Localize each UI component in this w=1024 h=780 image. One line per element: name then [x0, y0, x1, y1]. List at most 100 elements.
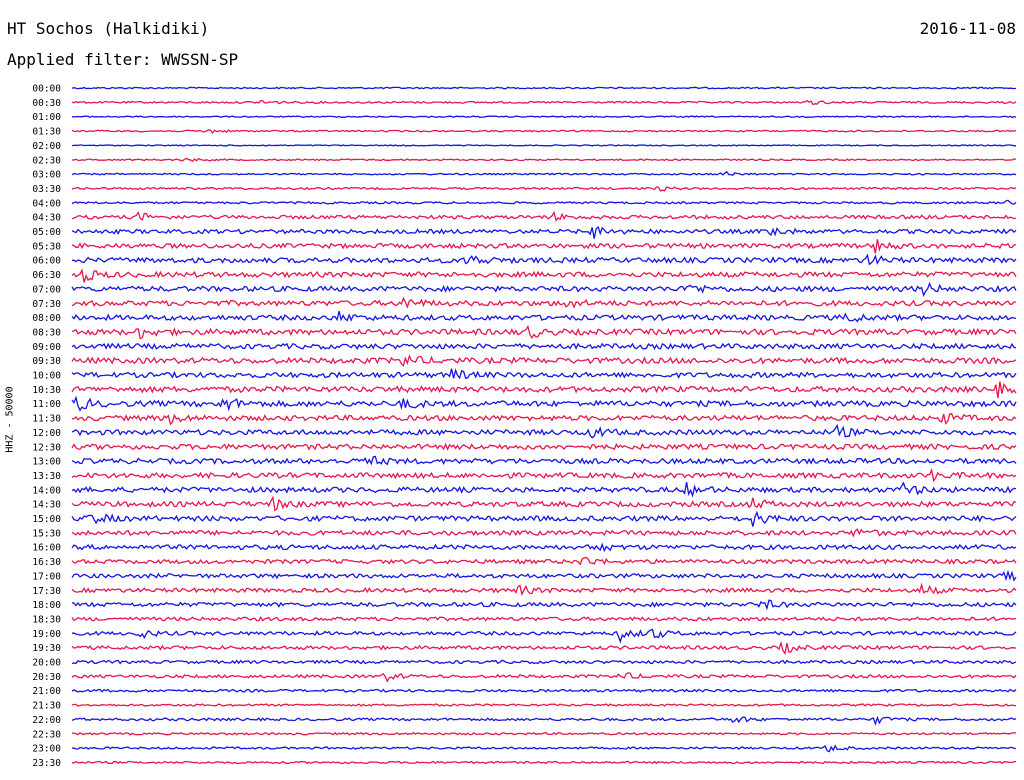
trace-0630 — [71, 268, 1017, 283]
time-label-1330: 13:30 — [32, 471, 61, 482]
trace-0600 — [71, 253, 1017, 266]
time-label-0630: 06:30 — [32, 270, 61, 281]
time-label-1830: 18:30 — [32, 614, 61, 625]
trace-1100 — [71, 395, 1017, 412]
time-label-0900: 09:00 — [32, 342, 61, 353]
trace-1000 — [71, 368, 1017, 380]
date-label: 2016-11-08 — [919, 19, 1016, 38]
trace-0830 — [71, 324, 1017, 340]
trace-0900 — [71, 342, 1017, 351]
seismogram-traces — [71, 86, 1017, 765]
trace-2000 — [71, 659, 1017, 665]
time-label-0100: 01:00 — [32, 112, 61, 123]
trace-0030 — [71, 99, 1017, 106]
time-label-0730: 07:30 — [32, 299, 61, 310]
trace-1700 — [71, 569, 1017, 582]
time-label-2130: 21:30 — [32, 701, 61, 712]
trace-1800 — [71, 599, 1017, 611]
time-label-1000: 10:00 — [32, 371, 61, 382]
time-label-2030: 20:30 — [32, 672, 61, 683]
trace-2200 — [71, 715, 1017, 726]
trace-0100 — [71, 115, 1017, 119]
time-label-1430: 14:30 — [32, 500, 61, 511]
trace-0730 — [71, 296, 1016, 309]
time-label-1400: 14:00 — [32, 485, 61, 496]
time-label-0030: 00:30 — [32, 98, 61, 109]
time-label-0800: 08:00 — [32, 313, 61, 324]
trace-2100 — [71, 688, 1017, 693]
trace-1830 — [71, 616, 1017, 622]
time-label-1900: 19:00 — [32, 629, 61, 640]
trace-1930 — [71, 640, 1017, 655]
trace-1230 — [71, 442, 1017, 451]
trace-1730 — [71, 582, 1017, 597]
time-label-1100: 11:00 — [32, 399, 61, 410]
time-label-0530: 05:30 — [32, 241, 61, 252]
trace-2130 — [71, 703, 1017, 707]
trace-0430 — [71, 210, 1017, 222]
trace-1900 — [71, 628, 1017, 644]
trace-1030 — [71, 381, 1017, 399]
time-label-0600: 06:00 — [32, 256, 61, 267]
time-label-1200: 12:00 — [32, 428, 61, 439]
trace-2230 — [71, 731, 1017, 736]
trace-0000 — [71, 86, 1017, 90]
time-label-0130: 01:30 — [32, 127, 61, 138]
time-label-1230: 12:30 — [32, 442, 61, 453]
time-label-1300: 13:00 — [32, 457, 61, 468]
time-label-2300: 23:00 — [32, 744, 61, 755]
filter-label: Applied filter: WWSSN-SP — [7, 50, 239, 69]
trace-0800 — [71, 310, 1017, 323]
time-label-1630: 16:30 — [32, 557, 61, 568]
station-title: HT Sochos (Halkidiki) — [7, 19, 210, 38]
trace-0930 — [71, 354, 1017, 367]
trace-1300 — [71, 455, 1017, 466]
trace-1400 — [71, 481, 1017, 498]
trace-0330 — [71, 186, 1017, 192]
trace-0700 — [71, 281, 1017, 298]
trace-0530 — [71, 239, 1017, 254]
time-label-1600: 16:00 — [32, 543, 61, 554]
trace-2300 — [71, 744, 1017, 753]
trace-1330 — [71, 467, 1017, 483]
time-label-0000: 00:00 — [32, 84, 61, 95]
trace-1200 — [71, 423, 1017, 439]
trace-1630 — [71, 556, 1017, 566]
trace-1130 — [71, 412, 1017, 426]
trace-1600 — [71, 542, 1017, 553]
time-label-1700: 17:00 — [32, 571, 61, 582]
time-label-0200: 02:00 — [32, 141, 61, 152]
time-label-0300: 03:00 — [32, 170, 61, 181]
trace-1500 — [71, 510, 1017, 527]
time-label-0500: 05:00 — [32, 227, 61, 238]
time-label-1730: 17:30 — [32, 586, 61, 597]
time-label-0830: 08:30 — [32, 327, 61, 338]
time-label-0330: 03:30 — [32, 184, 61, 195]
trace-2030 — [71, 672, 1017, 683]
time-label-2200: 22:00 — [32, 715, 61, 726]
time-label-0430: 04:30 — [32, 213, 61, 224]
time-label-2330: 23:30 — [32, 758, 61, 769]
trace-2330 — [71, 760, 1017, 765]
time-label-1030: 10:30 — [32, 385, 61, 396]
trace-0130 — [71, 128, 1017, 134]
trace-0200 — [71, 144, 1016, 147]
trace-1530 — [71, 528, 1017, 538]
time-label-0700: 07:00 — [32, 284, 61, 295]
time-label-0230: 02:30 — [32, 155, 61, 166]
time-labels: 00:00 00:30 01:00 01:30 02:00 02:30 03:00 03:30… — [32, 84, 61, 769]
trace-0230 — [71, 157, 1017, 163]
trace-0500 — [71, 225, 1017, 239]
time-label-2230: 22:30 — [32, 729, 61, 740]
time-label-0400: 04:00 — [32, 198, 61, 209]
trace-0400 — [71, 199, 1017, 205]
time-label-1500: 15:00 — [32, 514, 61, 525]
time-label-0930: 09:30 — [32, 356, 61, 367]
time-label-2000: 20:00 — [32, 658, 61, 669]
time-label-1930: 19:30 — [32, 643, 61, 654]
time-label-1130: 11:30 — [32, 414, 61, 425]
trace-0300 — [71, 170, 1017, 176]
time-label-1530: 15:30 — [32, 528, 61, 539]
time-label-2100: 21:00 — [32, 686, 61, 697]
